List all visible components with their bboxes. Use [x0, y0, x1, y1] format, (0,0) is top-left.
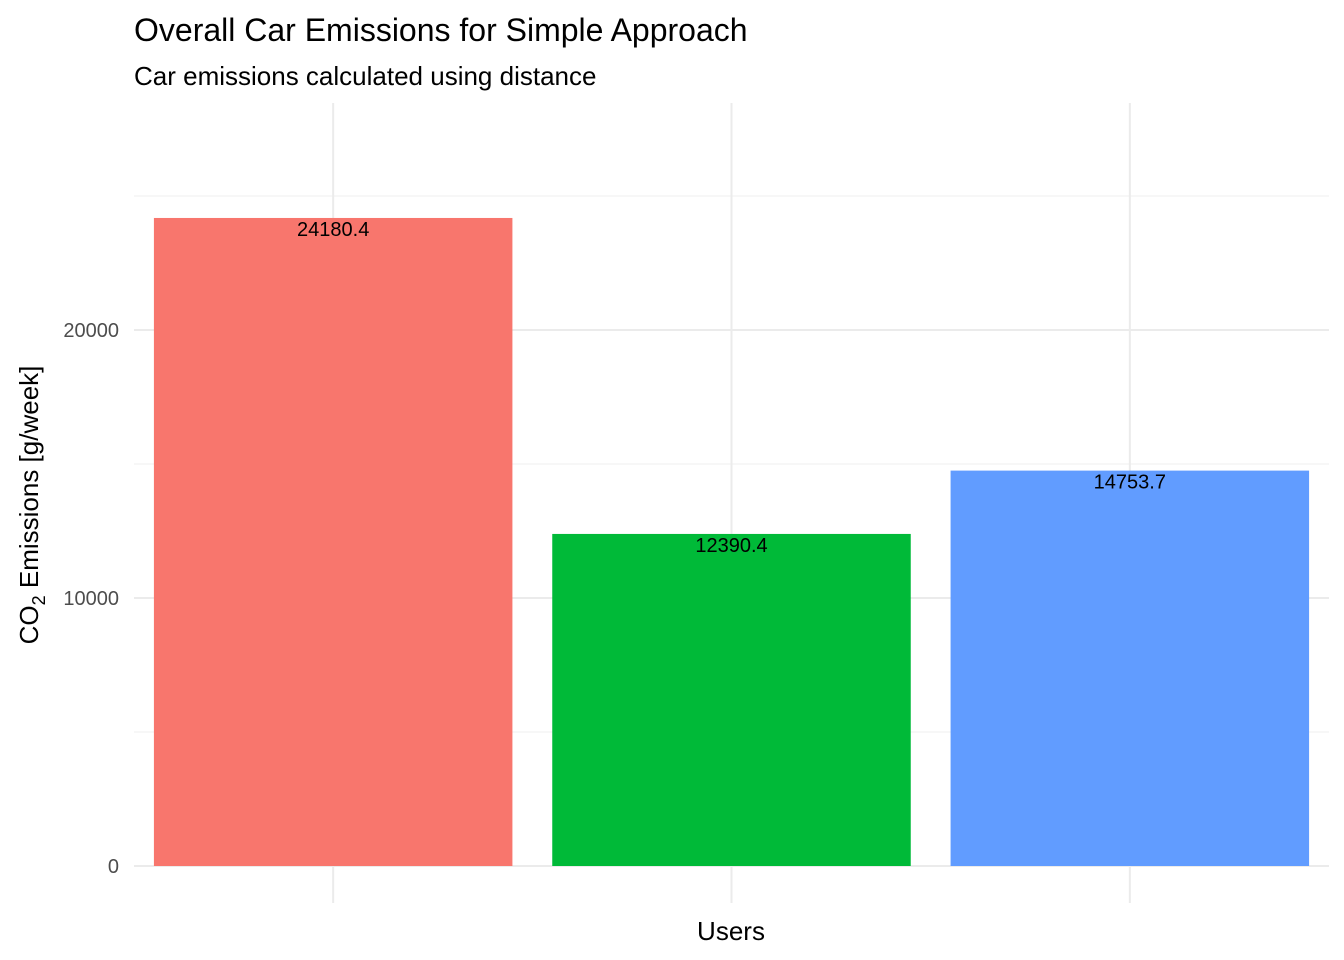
y-axis-ticks: 0 10000 20000	[63, 320, 119, 878]
bars	[153, 217, 1310, 867]
y-tick-label: 10000	[63, 588, 119, 610]
chart-title: Overall Car Emissions for Simple Approac…	[134, 12, 748, 48]
chart-subtitle: Car emissions calculated using distance	[134, 61, 596, 91]
bar	[950, 470, 1310, 866]
x-axis-title: Users	[697, 916, 765, 946]
data-label: 12390.4	[695, 535, 767, 557]
data-label: 24180.4	[297, 219, 369, 241]
y-tick-label: 0	[108, 856, 119, 878]
bar	[552, 533, 911, 866]
y-tick-label: 20000	[63, 320, 119, 342]
y-axis-title-suffix: Emissions [g/week]	[14, 366, 44, 596]
bar	[153, 217, 513, 867]
y-axis-title: CO2 Emissions [g/week]	[14, 366, 49, 645]
y-axis-title-subscript: 2	[29, 595, 49, 605]
y-axis-title-prefix: CO	[14, 605, 44, 644]
data-label: 14753.7	[1094, 472, 1166, 494]
data-labels: 24180.4 12390.4 14753.7	[297, 219, 1166, 557]
